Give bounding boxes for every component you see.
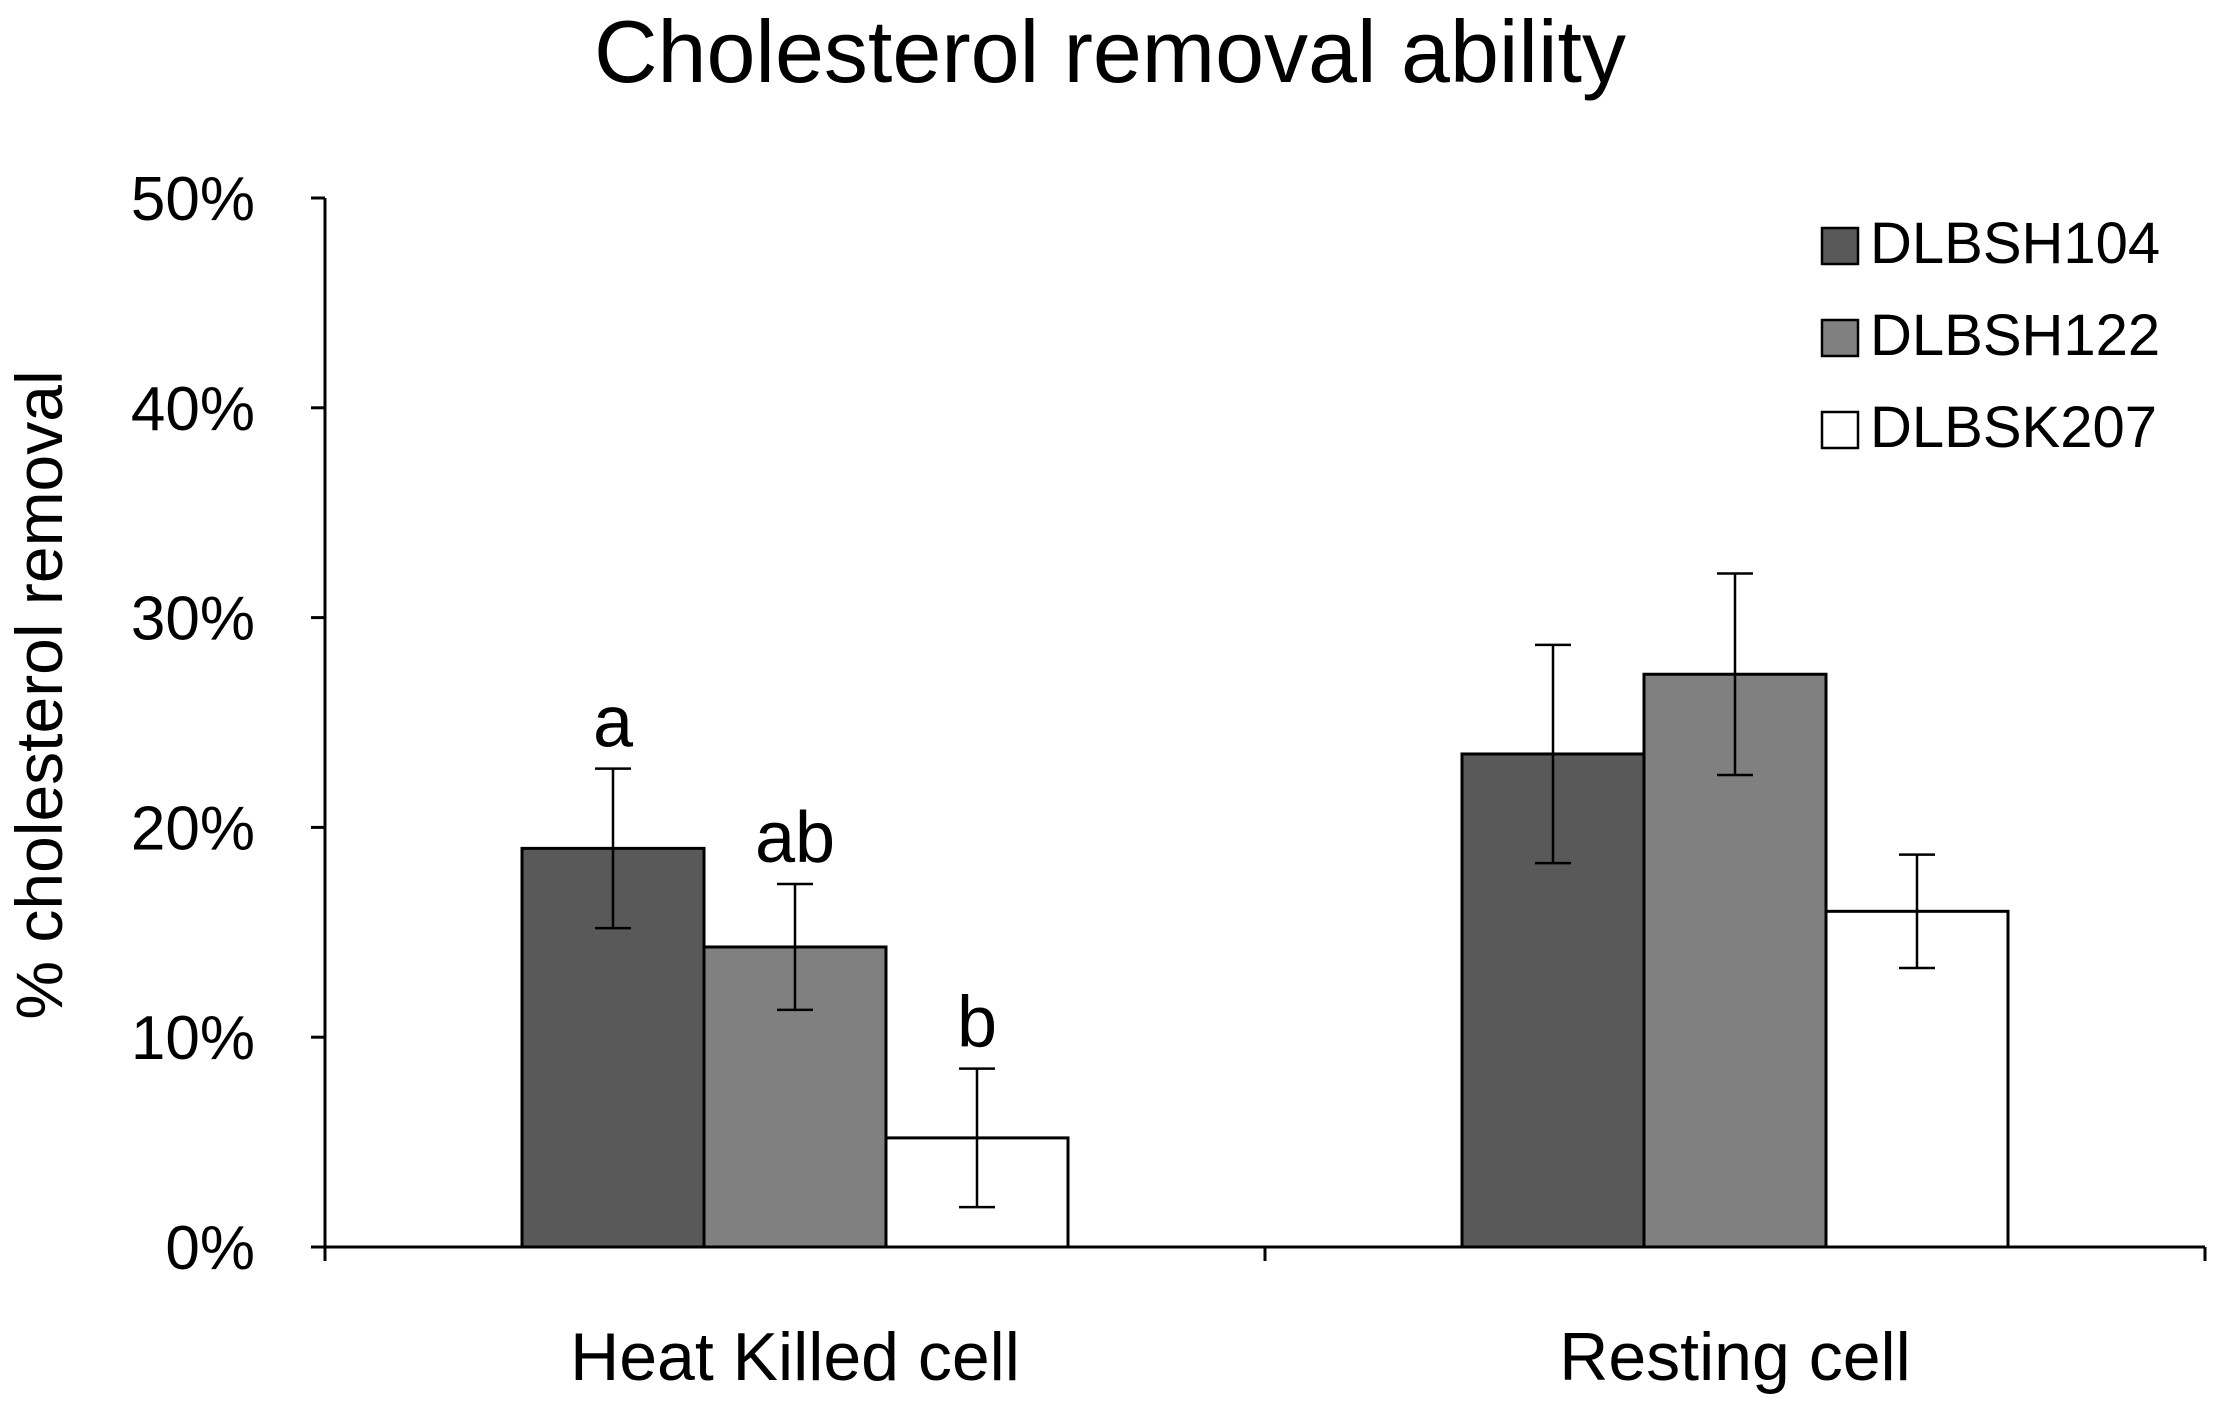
significance-label: b bbox=[957, 983, 997, 1063]
y-tick-label: 30% bbox=[131, 585, 255, 654]
bars: a ab b bbox=[520, 572, 2010, 1249]
y-tick-label: 40% bbox=[131, 375, 255, 444]
y-axis-label: % cholesterol removal bbox=[2, 370, 76, 1019]
legend-swatch bbox=[1820, 410, 1860, 450]
legend-label: DLBSK207 bbox=[1870, 395, 2157, 460]
y-tick-label: 0% bbox=[165, 1214, 255, 1283]
x-tick-label: Resting cell bbox=[1559, 1319, 1911, 1395]
legend-swatch bbox=[1820, 318, 1860, 358]
x-tick-label: Heat Killed cell bbox=[570, 1319, 1020, 1395]
significance-label: ab bbox=[755, 798, 835, 878]
chart-title: Cholesterol removal ability bbox=[594, 2, 1626, 101]
legend-swatch bbox=[1820, 226, 1860, 266]
significance-label: a bbox=[593, 683, 634, 763]
y-tick-label: 10% bbox=[131, 1004, 255, 1073]
axes: 0% 10% 20% 30% 40% 50% Heat Killed cell Resting… bbox=[131, 165, 2207, 1395]
legend-label: DLBSH122 bbox=[1870, 303, 2160, 368]
y-tick-label: 50% bbox=[131, 165, 255, 234]
y-tick-label: 20% bbox=[131, 794, 255, 863]
legend-label: DLBSH104 bbox=[1870, 211, 2160, 276]
legend: DLBSH104 DLBSH122 DLBSK207 bbox=[1820, 211, 2160, 460]
